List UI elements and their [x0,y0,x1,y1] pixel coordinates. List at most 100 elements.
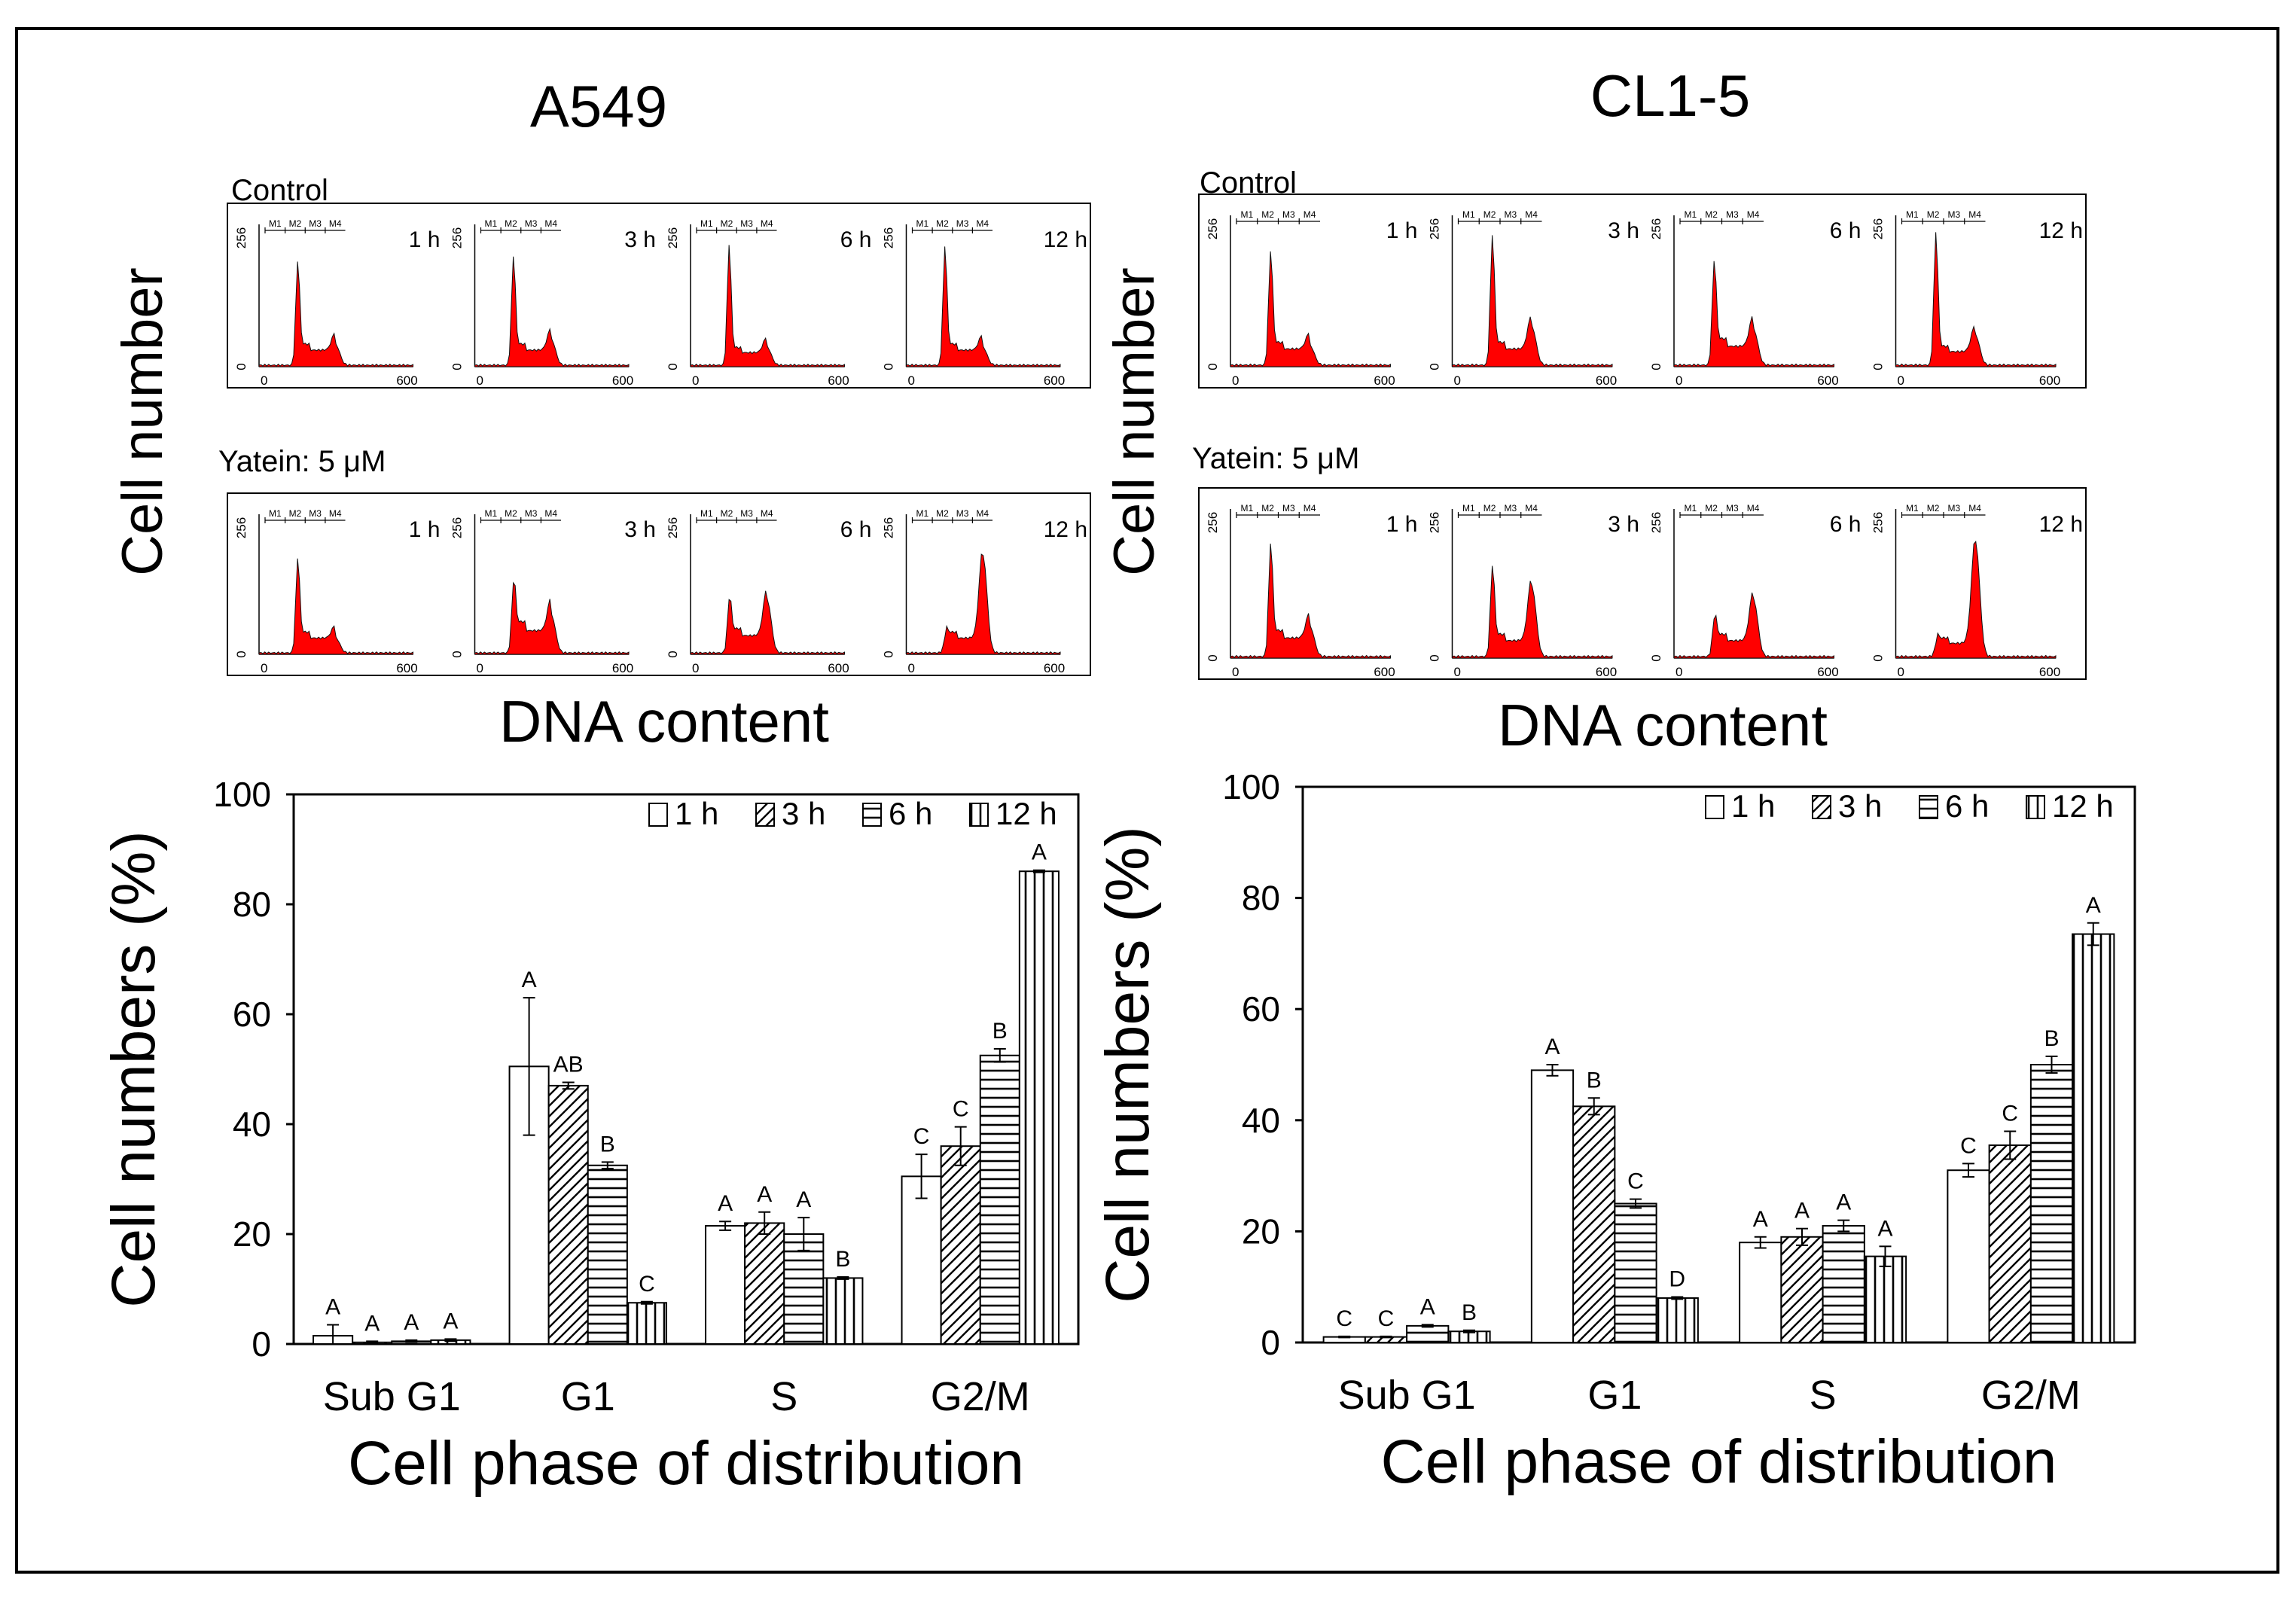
significance-letter: C [1960,1133,1977,1158]
hist-marker-label: M3 [1282,503,1295,514]
hist-marker-label: M2 [1927,209,1940,220]
bar-3h [1988,1144,2032,1343]
hist-ymax-label: 256 [882,227,896,248]
bar-3h [547,1084,589,1346]
hist-time-label: 3 h [624,517,656,542]
significance-letter: A [522,968,537,992]
legend-label: 3 h [1838,788,1882,824]
hist-marker-label: M3 [1726,209,1739,220]
histogram-6h: 256 0 0 600 M1 M2 M3 M4 6 h [1649,209,1861,388]
histogram-1h: 256 0 0 600 M1 M2 M3 M4 1 h [1206,503,1418,679]
significance-letter: A [757,1182,772,1207]
hist-ymax-label: 256 [234,227,249,248]
hist-histogram-area [906,246,1061,367]
panel-title-a549: A549 [530,73,667,139]
bar-12h [822,1277,864,1346]
bar-6h [2029,1064,2074,1343]
hist-ymax-label: 256 [882,517,896,538]
bar-3h [940,1145,981,1345]
plot-frame [292,793,1080,1346]
significance-letter: C [1336,1306,1352,1331]
hist-ymax-label: 256 [234,517,249,538]
bar-1h [1739,1242,1782,1344]
hist-xmin-label: 0 [1454,373,1461,388]
hist-histogram-area [1895,232,2057,367]
hist-marker-label: M3 [525,218,538,229]
hist-marker-label: M1 [269,508,282,519]
bar-12h [1863,1255,1907,1343]
hist-marker-label: M1 [484,218,497,229]
hist-marker-label: M1 [1462,209,1475,220]
significance-letter: D [1669,1266,1685,1291]
hist-marker-label: M1 [269,218,282,229]
hist-histogram-area [1230,543,1391,659]
hist-histogram-area [474,581,630,655]
hist-ymin-label: 0 [1649,363,1663,370]
hist-marker-label: M3 [1282,209,1295,220]
hist-marker-label: M3 [956,218,969,229]
significance-letter: B [2044,1026,2059,1051]
hist-xmax-label: 600 [1596,665,1617,679]
significance-letter: AB [553,1053,584,1077]
hist-marker-label: M4 [544,508,557,519]
hist-marker-label: M2 [1261,209,1274,220]
x-axis-label: Cell phase of distribution [1381,1428,2057,1496]
hist-xmax-label: 600 [1044,661,1065,675]
hist-ymax-label: 256 [1871,512,1886,533]
hist-marker-label: M4 [1304,209,1316,220]
significance-letter: C [1378,1306,1395,1331]
significance-letter: A [364,1311,380,1336]
hist-marker-label: M3 [1948,209,1961,220]
hist-ymin-label: 0 [1206,363,1220,370]
hist-marker-label: M4 [544,218,557,229]
figure-frame [15,27,2279,1574]
hist-marker-label: M3 [309,508,322,519]
hist-marker-label: M1 [700,218,713,229]
legend-label: 6 h [889,796,932,831]
hist-ylabel-a549: Cell number [111,267,175,576]
significance-letter: A [1420,1294,1435,1319]
bar-3h [744,1222,785,1346]
hist-ymin-label: 0 [1206,654,1220,661]
x-axis-label: Cell phase of distribution [348,1429,1024,1498]
hist-marker-label: M4 [1525,209,1538,220]
hist-xmax-label: 600 [612,373,633,388]
hist-ymax-label: 256 [666,517,680,538]
bar-12h [2072,933,2115,1343]
legend-swatch-12h [969,803,989,827]
hist-xmax-label: 600 [396,373,417,388]
significance-letter: A [2086,893,2101,918]
bar-6h [1406,1324,1450,1343]
histogram-3h: 256 0 0 600 M1 M2 M3 M4 3 h [450,218,657,388]
hist-marker-label: M2 [1705,209,1718,220]
hist-histogram-area [690,245,845,367]
bar-1h [901,1175,942,1345]
hist-marker-label: M4 [1525,503,1538,514]
hist-histogram-area [1895,541,2057,659]
hist-ymin-label: 0 [1428,654,1442,661]
hist-marker-label: M4 [761,508,773,519]
y-tick-label: 20 [1242,1211,1280,1251]
hist-xmax-label: 600 [1374,665,1395,679]
histogram-1h: 256 0 0 600 M1 M2 M3 M4 1 h [234,218,441,388]
legend-label: 1 h [675,796,718,831]
hist-time-label: 6 h [1830,512,1861,537]
significance-letter: A [796,1187,811,1212]
hist-xmax-label: 600 [396,661,417,675]
hist-ymax-label: 256 [1871,218,1886,239]
hist-xmax-label: 600 [2039,373,2060,388]
bar-6h [587,1164,628,1345]
hist-histogram-area [1673,592,1834,659]
hist-marker-label: M2 [289,218,302,229]
hist-xmin-label: 0 [1232,665,1239,679]
bar-6h [979,1054,1020,1345]
row-label-yatein-cl15: Yatein: 5 μM [1192,442,1359,475]
hist-xmax-label: 600 [1817,665,1838,679]
hist-time-label: 12 h [2039,512,2083,537]
hist-marker-label: M2 [936,218,949,229]
hist-ymax-label: 256 [1206,218,1220,239]
y-tick-label: 0 [1261,1323,1280,1362]
legend-swatch-3h [1812,795,1831,819]
